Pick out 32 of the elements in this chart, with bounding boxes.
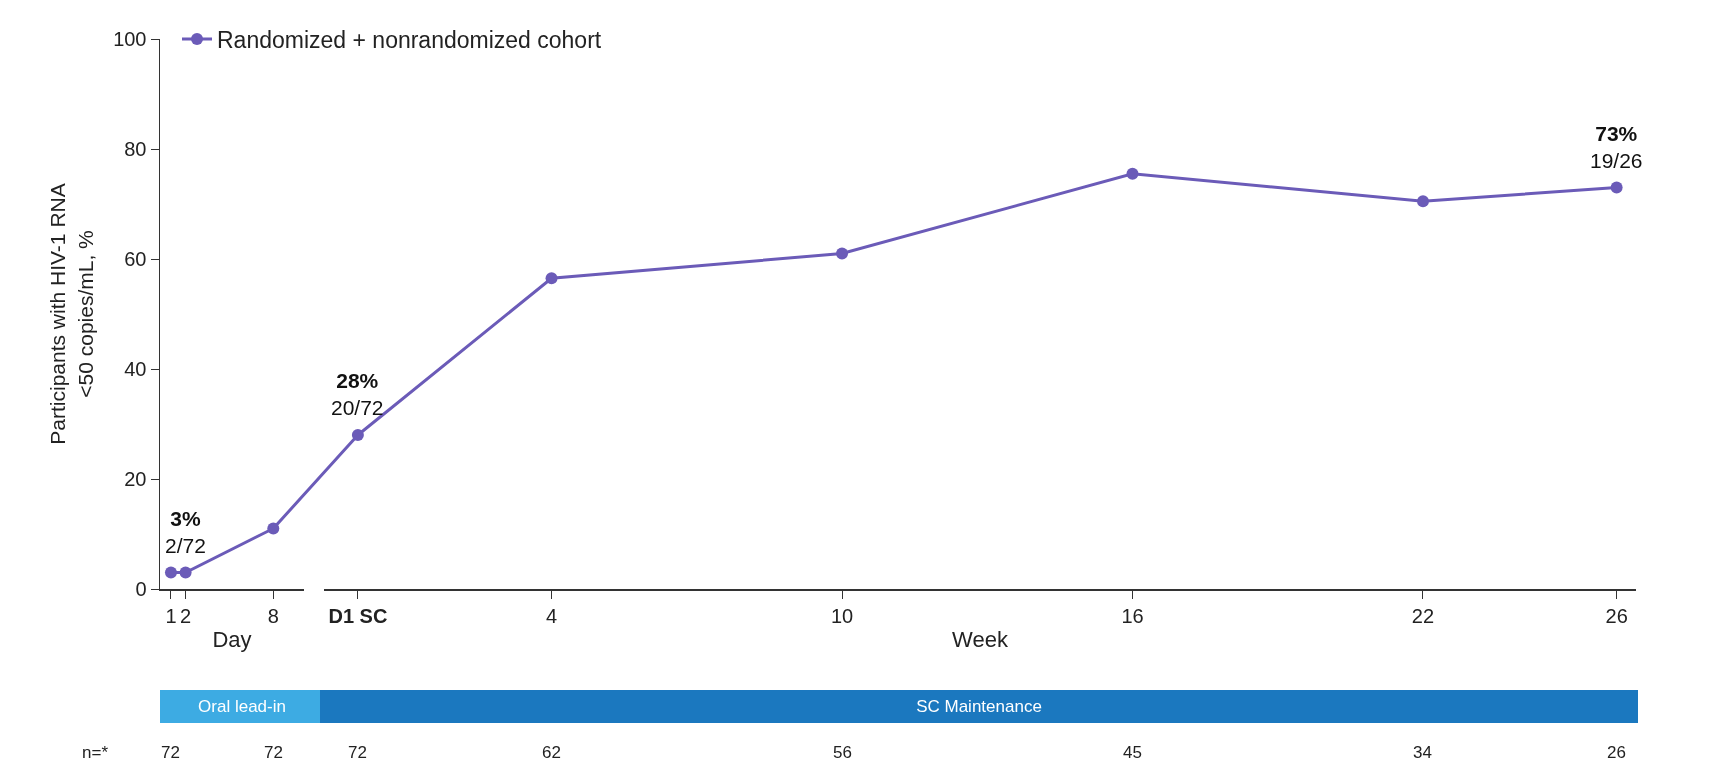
text: 45 — [1123, 743, 1142, 762]
x-tick-label: 4 — [545, 604, 558, 627]
legend-label: Randomized + nonrandomized cohort — [217, 26, 602, 53]
text: 34 — [1413, 743, 1432, 762]
y-tick-label: 80 — [124, 138, 147, 160]
data-label: 3% 2/72 — [165, 507, 206, 558]
x-tick-label: D1 SC — [328, 604, 388, 627]
text: n=* — [82, 743, 109, 762]
text: 26 — [1607, 743, 1626, 762]
y-tick-label: 0 — [135, 578, 147, 600]
text: 62 — [542, 743, 561, 762]
x-tick-label: 16 — [1121, 604, 1144, 627]
x-tick-label: 1 — [165, 604, 177, 627]
phase-bar: SC Maintenance — [320, 690, 1638, 723]
x-tick-label: 2 — [180, 604, 192, 627]
data-label: 73% 19/26 — [1590, 122, 1643, 173]
data-label: 28% 20/72 — [331, 369, 384, 420]
x-axis-title: Week — [952, 627, 1009, 653]
x-tick-label: 10 — [830, 604, 854, 627]
x-tick-label: 26 — [1605, 604, 1628, 627]
text: 56 — [833, 743, 852, 762]
y-axis-title: Participants with HIV-1 RNA <50 copies/mL, % — [46, 183, 97, 445]
x-axis-title: Day — [212, 627, 252, 653]
x-tick-label: 22 — [1411, 604, 1435, 627]
y-tick-label: 100 — [113, 28, 147, 50]
text: 72 — [161, 743, 180, 762]
text: 72 — [264, 743, 283, 762]
text: 72 — [348, 743, 367, 762]
y-tick-label: 20 — [124, 468, 147, 490]
x-tick-label: 8 — [267, 604, 279, 627]
y-tick-label: 60 — [124, 248, 147, 270]
y-tick-label: 40 — [124, 358, 147, 380]
